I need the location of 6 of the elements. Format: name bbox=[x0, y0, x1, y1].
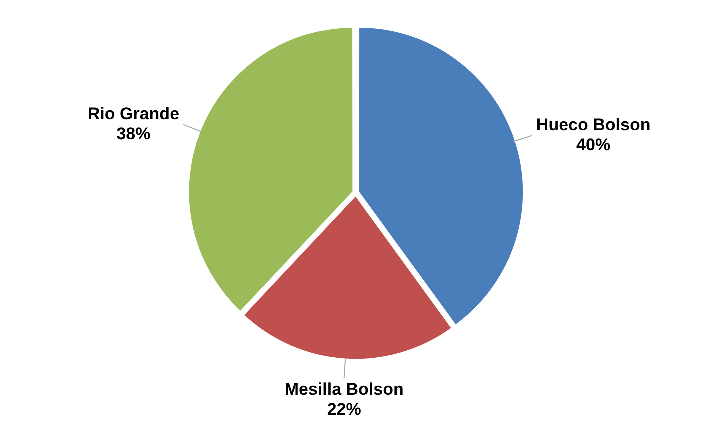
data-label: 40% bbox=[576, 135, 611, 154]
slice-label: Rio Grande bbox=[88, 104, 180, 124]
data-label: 38% bbox=[116, 124, 151, 144]
slice-label: Hueco Bolson bbox=[536, 115, 651, 134]
data-label: 22% bbox=[327, 400, 362, 419]
slice-label: Mesilla Bolson bbox=[284, 380, 404, 399]
